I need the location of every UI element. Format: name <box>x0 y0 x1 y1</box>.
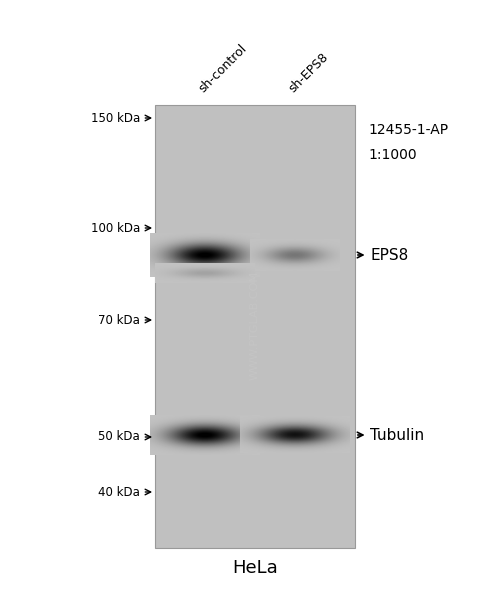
Text: Tubulin: Tubulin <box>370 427 424 443</box>
Text: 100 kDa: 100 kDa <box>91 221 140 235</box>
Text: 40 kDa: 40 kDa <box>98 485 140 499</box>
Text: sh-control: sh-control <box>196 42 249 95</box>
Bar <box>155 105 355 548</box>
Text: 1:1000: 1:1000 <box>368 148 416 162</box>
Text: 50 kDa: 50 kDa <box>98 431 140 443</box>
Text: 12455-1-AP: 12455-1-AP <box>368 123 448 137</box>
Text: 150 kDa: 150 kDa <box>91 112 140 124</box>
Text: sh-EPS8: sh-EPS8 <box>286 50 331 95</box>
Text: EPS8: EPS8 <box>370 247 408 263</box>
Text: 70 kDa: 70 kDa <box>98 313 140 326</box>
Text: HeLa: HeLa <box>232 559 278 577</box>
Text: WWW.PTGLAB.COM: WWW.PTGLAB.COM <box>250 271 260 380</box>
